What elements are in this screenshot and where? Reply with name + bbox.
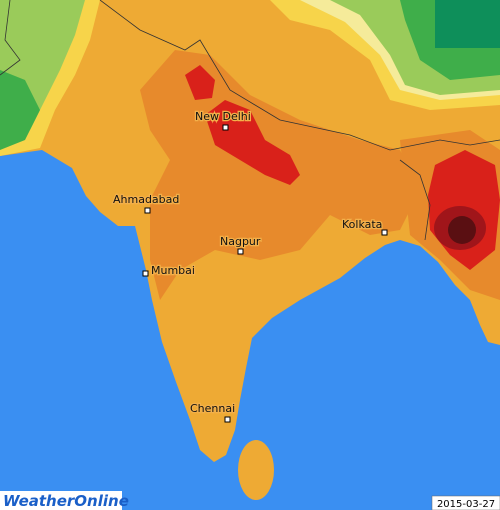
city-label: Nagpur <box>220 235 261 248</box>
date-box <box>431 495 500 510</box>
city-label: Kolkata <box>342 218 382 231</box>
heat-darkest <box>448 216 476 244</box>
sri-lanka <box>238 440 274 500</box>
heat-red <box>185 65 215 100</box>
brand-box <box>0 491 122 510</box>
date: 2015-03-27 <box>437 499 495 510</box>
brand: WeatherOnline <box>3 492 129 510</box>
city-marker <box>237 248 244 255</box>
city-marker <box>144 207 151 214</box>
city-marker <box>224 416 231 423</box>
city-label: New Delhi <box>195 110 251 123</box>
city-marker <box>222 124 229 131</box>
heat-red-2 <box>205 100 300 185</box>
nw-green-dark <box>0 70 40 150</box>
city-marker <box>142 270 149 277</box>
green-deep <box>435 0 500 48</box>
borders <box>0 0 500 241</box>
city-marker <box>381 229 388 236</box>
city-label: Ahmadabad <box>113 193 179 206</box>
city-label: Mumbai <box>151 264 195 277</box>
city-label: Chennai <box>190 402 235 415</box>
